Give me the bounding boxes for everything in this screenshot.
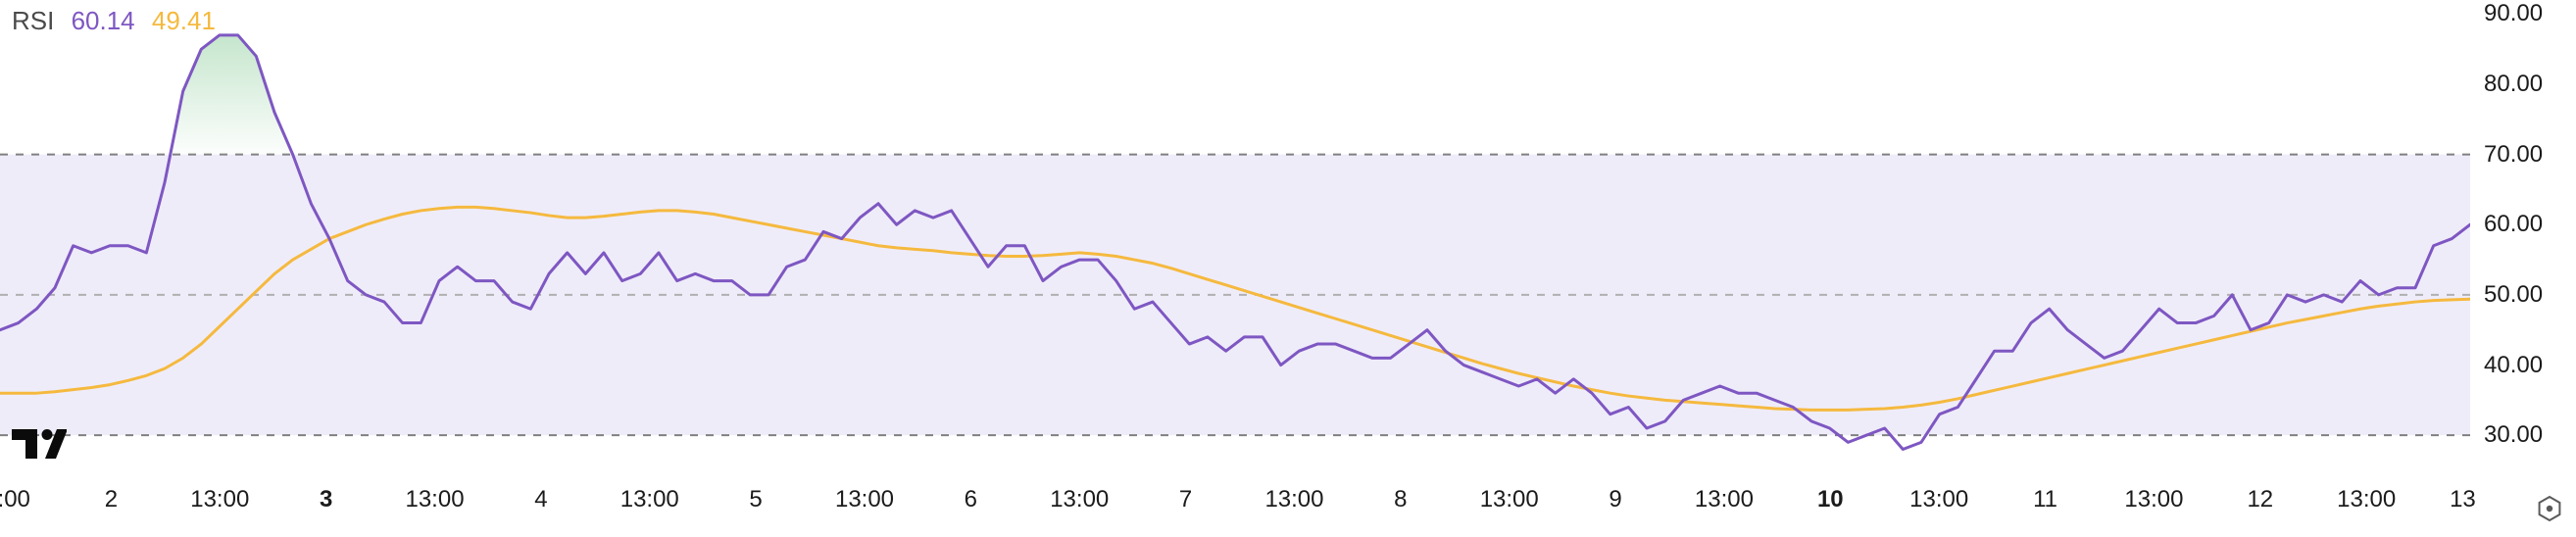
x-tick-label: 13:00 (1264, 486, 1323, 513)
y-tick-label: 60.00 (2484, 211, 2543, 238)
indicator-ma-value: 49.41 (152, 6, 216, 35)
rsi-indicator-panel: RSI 60.14 49.41 90.00 80.00 70.00 60.00 50.0… (0, 0, 2576, 537)
y-axis[interactable]: 90.00 80.00 70.00 60.00 50.00 40.00 30.00 (2470, 0, 2576, 470)
x-tick-label: 13:00 (835, 486, 894, 513)
chart-plot-area[interactable] (0, 0, 2470, 470)
x-tick-label: 13:00 (1909, 486, 1968, 513)
x-tick-label: 8 (1394, 486, 1407, 513)
x-tick-label: 10 (1817, 486, 1844, 513)
x-tick-label: 3:00 (0, 486, 30, 513)
y-tick-label: 90.00 (2484, 0, 2543, 27)
x-tick-label: 2 (105, 486, 118, 513)
y-tick-label: 70.00 (2484, 141, 2543, 169)
tradingview-logo-icon[interactable] (12, 429, 67, 459)
x-tick-label: 5 (749, 486, 762, 513)
x-tick-label: 12 (2247, 486, 2273, 513)
y-tick-label: 50.00 (2484, 281, 2543, 309)
x-tick-label: 13:00 (2337, 486, 2396, 513)
x-axis[interactable]: 3:00 2 13:00 3 13:00 4 13:00 5 13:00 6 13:00 7 13:00… (0, 470, 2470, 537)
x-tick-label: 7 (1179, 486, 1192, 513)
x-tick-label: 13:00 (1695, 486, 1754, 513)
gear-icon[interactable] (2535, 494, 2564, 523)
x-tick-label: 13:00 (2124, 486, 2183, 513)
x-tick-label: 11 (2033, 486, 2057, 513)
indicator-legend[interactable]: RSI 60.14 49.41 (12, 6, 225, 36)
indicator-rsi-value: 60.14 (72, 6, 135, 35)
x-tick-label: 9 (1609, 486, 1621, 513)
x-tick-label: 13:00 (620, 486, 679, 513)
x-tick-label: 13 (2450, 486, 2476, 513)
x-tick-label: 13:00 (190, 486, 249, 513)
chart-svg (0, 0, 2470, 470)
y-tick-label: 30.00 (2484, 421, 2543, 449)
x-tick-label: 13:00 (405, 486, 464, 513)
y-tick-label: 80.00 (2484, 71, 2543, 98)
indicator-name: RSI (12, 6, 54, 35)
x-tick-label: 3 (320, 486, 332, 513)
y-tick-label: 40.00 (2484, 352, 2543, 379)
x-tick-label: 4 (534, 486, 547, 513)
x-tick-label: 6 (965, 486, 977, 513)
x-tick-label: 13:00 (1050, 486, 1109, 513)
x-tick-label: 13:00 (1480, 486, 1539, 513)
